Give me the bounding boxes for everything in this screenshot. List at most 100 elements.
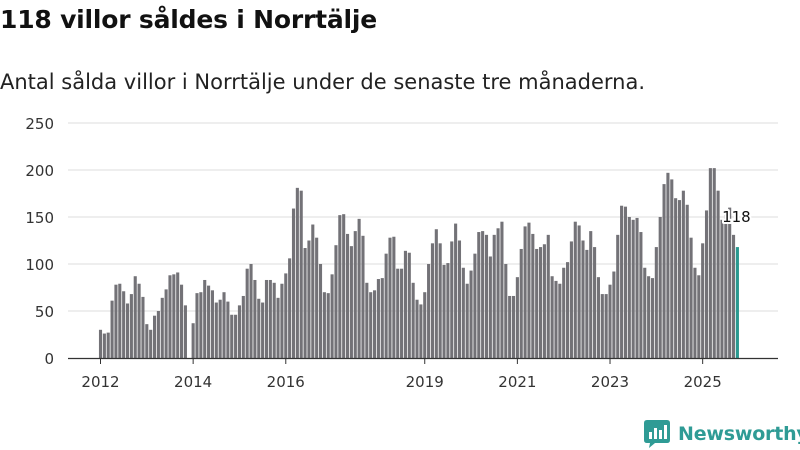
bar: [593, 247, 597, 358]
bar: [693, 267, 697, 358]
bar: [338, 215, 342, 358]
x-tick-label: 2012: [81, 373, 119, 391]
bar: [608, 284, 612, 358]
bar: [396, 268, 400, 358]
bar: [353, 231, 357, 358]
bar: [272, 282, 276, 358]
bar: [566, 262, 570, 358]
bar: [261, 302, 265, 358]
bar: [268, 279, 272, 358]
bar: [407, 252, 411, 358]
bar: [643, 267, 647, 358]
bar: [542, 244, 546, 358]
bar: [164, 289, 168, 358]
bar: [581, 240, 585, 358]
newsworthy-brand[interactable]: Newsworthy: [644, 419, 800, 449]
bar: [469, 270, 473, 358]
bar: [685, 204, 689, 358]
chart-subtitle: Antal sålda villor i Norrtälje under de …: [0, 70, 646, 94]
bar: [357, 218, 361, 358]
bar: [720, 219, 724, 358]
bar: [237, 305, 242, 358]
bar: [670, 179, 674, 358]
bar: [631, 219, 635, 358]
x-tick-label: 2014: [174, 373, 212, 391]
bar: [596, 277, 600, 358]
bar: [616, 234, 620, 358]
bar: [245, 268, 249, 358]
bar: [546, 234, 550, 358]
bar: [176, 272, 180, 358]
bar: [342, 214, 346, 358]
bar: [122, 291, 126, 358]
bar: [465, 283, 469, 358]
axes: 0 50 100 150 200 250 2012 2014 2016 2019 2021 2023 2…: [25, 115, 778, 391]
x-tick-label: 2023: [591, 373, 629, 391]
bar: [604, 294, 608, 358]
bar: [654, 247, 658, 358]
bar: [558, 283, 562, 358]
bar: [639, 232, 643, 358]
bars: [98, 168, 739, 358]
bar: [129, 294, 133, 358]
bar: [442, 264, 446, 358]
bar: [550, 276, 554, 358]
bar: [183, 305, 187, 358]
bar: [573, 221, 577, 358]
bar: [662, 184, 666, 358]
bar: [554, 280, 558, 358]
bar: [724, 211, 728, 358]
bar: [203, 279, 207, 358]
bar: [623, 206, 628, 358]
bar: [589, 231, 593, 358]
bar: [253, 279, 257, 358]
bar: [295, 187, 299, 358]
bar: [519, 248, 523, 358]
bar: [218, 299, 222, 358]
bar: [156, 311, 160, 358]
bar: [361, 235, 365, 358]
bar: [226, 301, 230, 358]
bar: [577, 225, 581, 358]
bar: [504, 264, 508, 358]
bar: [434, 229, 438, 358]
bar: [322, 292, 326, 358]
bar: [388, 237, 392, 358]
bar: [689, 237, 693, 358]
bar: [160, 297, 164, 358]
bar: [210, 290, 214, 358]
bar: [207, 285, 211, 358]
bar: [330, 274, 334, 358]
bar: [481, 231, 485, 358]
bar: [373, 290, 377, 358]
bar: [303, 248, 307, 358]
bar: [461, 267, 465, 358]
bar: [168, 275, 172, 358]
bar: [384, 253, 388, 358]
bar: [299, 190, 303, 358]
bar: [454, 223, 458, 358]
bar: [311, 224, 315, 358]
bar: [430, 243, 435, 358]
bar: [496, 228, 500, 358]
bar: [264, 279, 269, 358]
x-tick-label: 2019: [406, 373, 444, 391]
bar: [241, 295, 245, 358]
bar: [114, 284, 118, 358]
bar: [318, 264, 323, 358]
newsworthy-wordmark: Newsworthy: [678, 423, 800, 445]
bar: [106, 332, 110, 358]
bar: [647, 276, 651, 358]
bar: [535, 248, 539, 358]
y-tick-label: 250: [25, 115, 54, 133]
bar: [118, 283, 122, 358]
bar: [531, 233, 535, 358]
bar: [515, 277, 519, 358]
x-tick-label: 2025: [684, 373, 722, 391]
bar: [620, 205, 624, 358]
bar: [257, 298, 261, 358]
bar: [411, 282, 415, 358]
bar: [280, 283, 284, 358]
